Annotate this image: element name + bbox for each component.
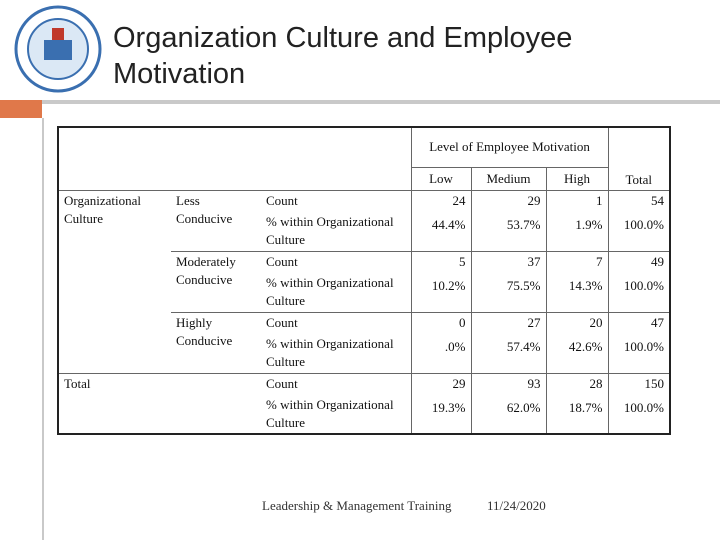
divider (42, 100, 720, 104)
data-row: % within Organizational Culture 19.3% 62.0… (58, 395, 671, 434)
cell-value: 20 (545, 311, 609, 334)
cell-value: 1.9% (545, 212, 609, 251)
stat-label: Count (261, 372, 412, 395)
cell-value: 100.0% (607, 334, 671, 373)
stat-label: Count (261, 250, 412, 273)
divider (42, 118, 44, 540)
data-row: % within Organizational Culture 44.4% 53.7… (58, 212, 671, 251)
header-row: Level of Employee Motivation Total (58, 127, 671, 190)
cell-value: 5 (410, 250, 472, 273)
cell-value: 29 (410, 372, 472, 395)
group-label: Highly Conducive (171, 311, 261, 373)
column-header: Total (607, 127, 671, 190)
cell-value: 44.4% (410, 212, 472, 251)
cell-value: 100.0% (607, 395, 671, 434)
cell-value: 62.0% (470, 395, 547, 434)
cell-value: 49 (607, 250, 671, 273)
column-header: Low (410, 166, 472, 190)
data-row: % within Organizational Culture .0% 57.4% 4… (58, 334, 671, 373)
cell-value: 19.3% (410, 395, 472, 434)
logo (14, 5, 102, 93)
data-row: Moderately Conducive Count 5 37 7 49 (58, 250, 671, 312)
cell-value: 100.0% (607, 273, 671, 312)
crosstab: Level of Employee Motivation Total Low Medi… (57, 126, 672, 435)
cell-value: 27 (470, 311, 547, 334)
stat-label: % within Organizational Culture (266, 214, 394, 247)
total-label: Total (58, 372, 261, 434)
data-row: % within Organizational Culture 10.2% 75.5… (58, 273, 671, 312)
footer-text: Leadership & Management Training (262, 498, 452, 513)
accent-bar (0, 100, 42, 118)
cell-value: 54 (607, 189, 671, 212)
cell-value: 18.7% (545, 395, 609, 434)
data-row: Organizational Culture Less Conducive Coun… (58, 189, 671, 373)
blank (58, 127, 411, 190)
cell-value: .0% (410, 334, 472, 373)
cell-value: 100.0% (607, 212, 671, 251)
slide-title: Organization Culture and Employee Motiva… (113, 22, 573, 90)
cell-value: 75.5% (470, 273, 547, 312)
cell-value: 0 (410, 311, 472, 334)
row-header: Organizational Culture (58, 189, 171, 373)
stat-label: Count (261, 189, 412, 212)
data-row: Total Count 29 93 28 150 (58, 372, 671, 434)
cell-value: 29 (470, 189, 547, 212)
group-label: Less Conducive (171, 189, 261, 251)
footer-date: 11/24/2020 (487, 498, 546, 513)
cell-value: 14.3% (545, 273, 609, 312)
cell-value: 57.4% (470, 334, 547, 373)
group-header: Level of Employee Motivation (410, 127, 609, 167)
cell-value: 37 (470, 250, 547, 273)
cell-value: 24 (410, 189, 472, 212)
column-header: Medium (470, 166, 547, 190)
cell-value: 10.2% (410, 273, 472, 312)
cell-value: 93 (470, 372, 547, 395)
cell-value: 53.7% (470, 212, 547, 251)
group-label: Moderately Conducive (171, 250, 261, 312)
stat-label: Count (261, 311, 412, 334)
column-header: High (545, 166, 609, 190)
data-row: Highly Conducive Count 0 27 20 47 (58, 311, 671, 373)
header-row: Low Medium High (58, 166, 670, 190)
cell-value: 7 (545, 250, 609, 273)
stat-label: % within Organizational Culture (266, 397, 394, 430)
cell-value: 1 (545, 189, 609, 212)
cell-value: 28 (545, 372, 609, 395)
stat-label: % within Organizational Culture (266, 336, 394, 369)
cell-value: 42.6% (545, 334, 609, 373)
cell-value: 150 (607, 372, 671, 395)
stat-label: % within Organizational Culture (266, 275, 394, 308)
cell-value: 47 (607, 311, 671, 334)
